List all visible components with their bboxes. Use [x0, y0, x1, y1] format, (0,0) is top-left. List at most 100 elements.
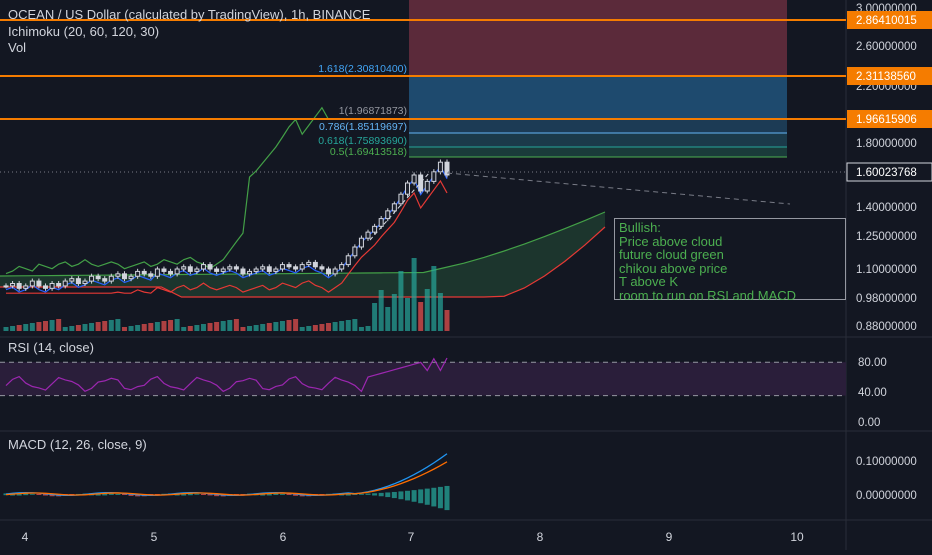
candle-body [273, 268, 279, 272]
candle-body [102, 278, 108, 282]
candle-body [306, 261, 312, 266]
macd-histogram-bar [444, 485, 450, 511]
volume-bar [220, 321, 226, 331]
rsi-tick-label: 0.00 [858, 417, 880, 429]
volume-bar [411, 258, 417, 331]
candle-body [339, 264, 345, 270]
time-tick-label: 4 [22, 530, 29, 544]
volume-bar [207, 323, 213, 331]
fib-zone [409, 0, 787, 158]
candle-body [141, 270, 147, 275]
volume-bar [385, 307, 391, 331]
candle-body [95, 275, 101, 280]
macd-tick-label: 0.00000000 [856, 490, 917, 502]
candle-body [168, 270, 174, 275]
volume-bar [319, 324, 325, 331]
macd-histogram-bar [29, 493, 35, 495]
macd-histogram-bar [42, 494, 48, 496]
candle-body [398, 193, 404, 205]
macd-histogram-bar [352, 493, 358, 495]
macd-legend[interactable]: MACD (12, 26, close, 9) [8, 437, 147, 452]
candle-body [437, 161, 443, 173]
time-tick-label: 7 [408, 530, 415, 544]
candle-body [378, 218, 384, 227]
volume-bar [121, 327, 127, 331]
candle-body [82, 280, 88, 285]
candlesticks [3, 159, 791, 291]
candle-body [49, 283, 55, 289]
candle-body [10, 283, 16, 287]
fib-zone-1618 [409, 76, 787, 119]
macd-histogram-bar [279, 493, 285, 495]
chikou-line [5, 106, 330, 275]
volume-bar [437, 293, 443, 331]
macd-histogram-bar [207, 494, 213, 496]
symbol-legend[interactable]: OCEAN / US Dollar (calculated by Trading… [8, 7, 371, 22]
volume-bar [102, 321, 108, 331]
fib-zone-1 [409, 119, 787, 133]
time-axis[interactable]: 4 5 6 7 8 9 10 [22, 530, 804, 544]
signal-line [5, 461, 448, 496]
volume-bar [339, 321, 345, 331]
candle-body [115, 273, 121, 277]
macd-histogram-bar [372, 493, 378, 496]
volume-bar [233, 319, 239, 331]
volume-legend[interactable]: Vol [8, 40, 27, 55]
macd-histogram-bar [266, 493, 272, 496]
horizontal-lines[interactable] [0, 19, 846, 173]
fib-zone-0786 [409, 133, 787, 147]
ichimoku-legend[interactable]: Ichimoku (20, 60, 120, 30) [8, 24, 160, 39]
volume-bar [174, 319, 180, 331]
candle-body [424, 180, 430, 192]
fib-zone-0618 [409, 147, 787, 157]
macd-histogram-bar [418, 489, 424, 504]
volume-bar [148, 323, 154, 331]
bullish-note[interactable]: Bullish: Price above cloud future cloud … [614, 218, 846, 303]
volume-bar [418, 302, 424, 331]
volume-bar [3, 327, 9, 331]
fib-label: 0.618(1.75893690) [318, 135, 407, 147]
volume-bar [326, 323, 332, 331]
rsi-legend[interactable]: RSI (14, close) [8, 340, 94, 355]
volume-bar [10, 326, 16, 331]
ichimoku-cloud [0, 211, 606, 298]
note-line: Bullish: [619, 220, 661, 235]
candle-body [108, 275, 114, 282]
volume-bar [240, 327, 246, 331]
candle-body [214, 268, 220, 272]
candle-body [69, 278, 75, 282]
candle-body [75, 278, 81, 284]
candle-body [266, 266, 272, 272]
candle-body [418, 174, 424, 192]
macd-histogram-bar [102, 493, 108, 496]
volume-bar [332, 322, 338, 331]
macd-histogram-bar [293, 494, 299, 496]
price-axis[interactable]: 3.000000002.600000002.200000001.80000000… [846, 3, 932, 502]
candle-body [207, 264, 213, 270]
candle-body [23, 285, 29, 289]
note-line: room to run on RSI and MACD [619, 287, 797, 303]
candle-body [372, 225, 378, 233]
price-badge [847, 11, 932, 29]
volume-bar [273, 322, 279, 331]
senkou-a-line [0, 211, 606, 277]
candle-body [391, 203, 397, 212]
price-tick-label: 1.40000000 [856, 202, 917, 214]
price-badge [846, 162, 932, 182]
volume-bar [187, 326, 193, 331]
volume-bar [49, 320, 55, 331]
candle-body [332, 268, 338, 275]
candle-body [227, 266, 233, 270]
time-tick-label: 9 [666, 530, 673, 544]
macd-histogram-bar [437, 486, 443, 509]
candle-body [194, 268, 200, 272]
price-badge-label: 1.60023768 [856, 167, 917, 179]
macd-histogram-bar [411, 490, 417, 502]
volume-bar [358, 327, 364, 331]
macd-histogram-bar [286, 494, 292, 495]
candle-body [260, 266, 266, 270]
candle-body [181, 266, 187, 270]
candle-body [29, 280, 35, 287]
